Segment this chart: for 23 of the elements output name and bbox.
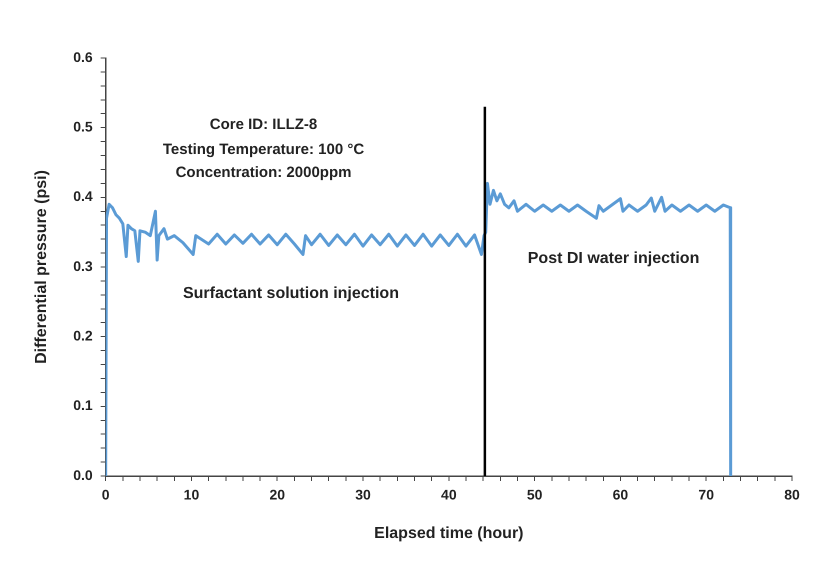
annotation: Concentration: 2000ppm (176, 164, 352, 182)
y-tick-label: 0.0 (73, 466, 93, 483)
x-tick-label: 40 (441, 486, 457, 502)
y-tick-label: 0.5 (73, 118, 93, 135)
y-tick-label: 0.2 (73, 328, 93, 344)
annotation: Post DI water injection (528, 250, 700, 268)
x-tick-label: 10 (184, 486, 200, 502)
y-axis-title: Differential pressure (psi) (33, 170, 50, 364)
y-tick-label: 0.1 (73, 397, 93, 414)
x-axis-title: Elapsed time (hour) (374, 524, 524, 542)
x-tick-label: 0 (102, 486, 110, 502)
x-tick-label: 80 (784, 486, 800, 502)
annotation: Core ID: ILLZ-8 (210, 116, 318, 134)
y-tick-label: 0.4 (73, 188, 93, 204)
x-tick-label: 60 (612, 486, 628, 502)
annotation: Testing Temperature: 100 °C (162, 141, 364, 158)
y-tick-label: 0.3 (73, 258, 93, 274)
annotation: Surfactant solution injection (182, 285, 399, 302)
x-tick-label: 20 (269, 486, 286, 502)
x-tick-label: 70 (698, 486, 714, 502)
x-tick-label: 50 (526, 486, 543, 502)
x-tick-label: 30 (355, 486, 372, 502)
y-tick-label: 0.6 (73, 48, 93, 65)
